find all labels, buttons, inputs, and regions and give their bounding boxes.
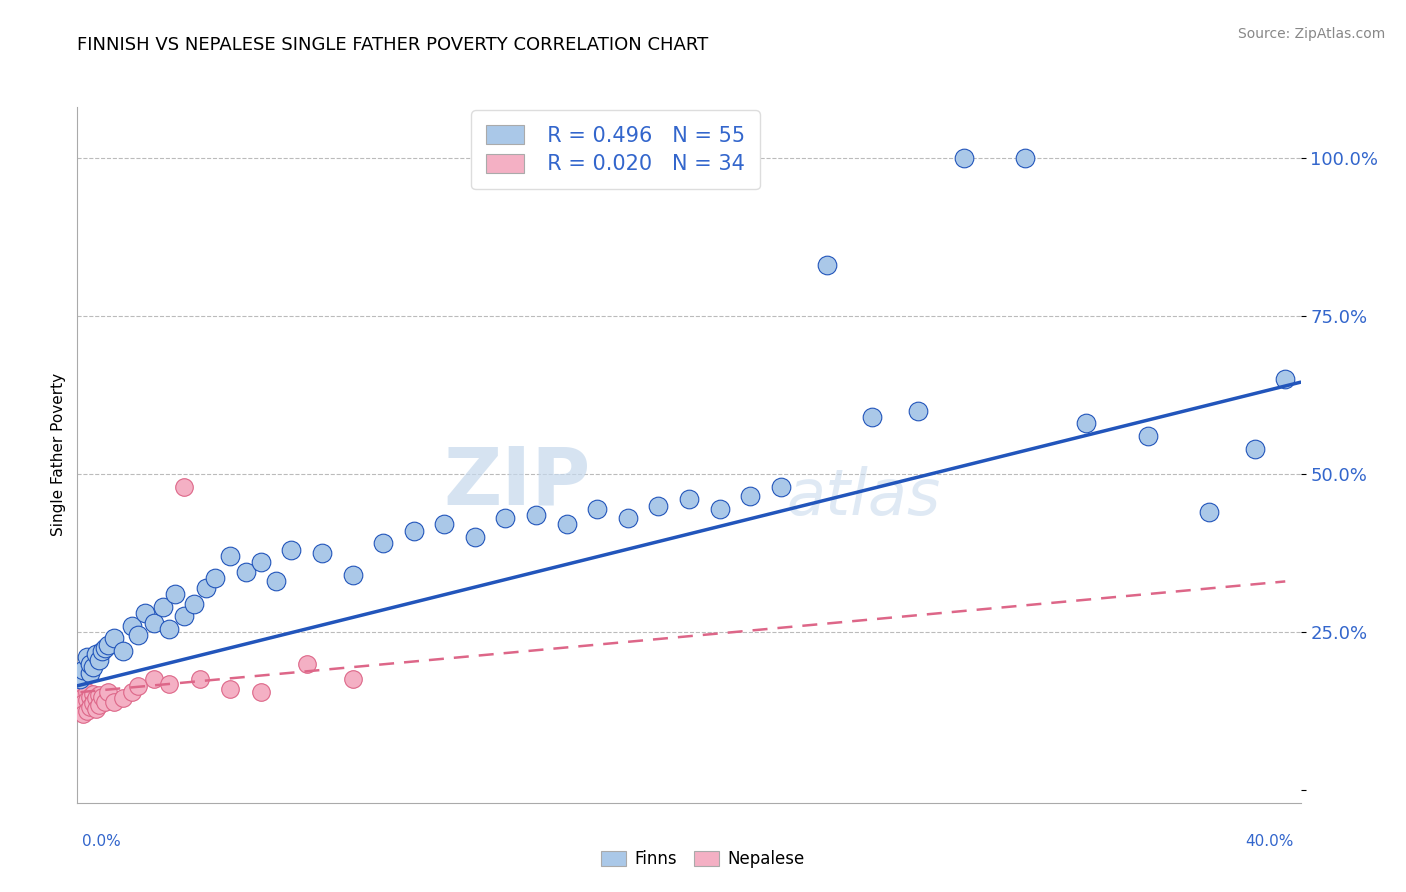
Point — [194, 581, 217, 595]
Point — [90, 690, 112, 704]
Point — [69, 691, 91, 706]
Point — [82, 660, 104, 674]
Point — [953, 151, 976, 165]
Point — [76, 704, 98, 718]
Point — [84, 691, 107, 706]
Point — [121, 618, 143, 632]
Point — [79, 666, 101, 681]
Point — [76, 685, 98, 699]
Text: atlas: atlas — [787, 466, 941, 528]
Point — [72, 707, 94, 722]
Point — [121, 685, 143, 699]
Point — [678, 492, 700, 507]
Point — [769, 479, 792, 493]
Point — [1274, 372, 1296, 386]
Point — [815, 258, 838, 272]
Point — [1136, 429, 1159, 443]
Point — [72, 690, 94, 704]
Point — [97, 638, 120, 652]
Point — [188, 673, 211, 687]
Point — [69, 673, 91, 687]
Point — [157, 677, 180, 691]
Point — [342, 673, 364, 687]
Point — [103, 695, 125, 709]
Point — [250, 556, 273, 570]
Point — [112, 691, 135, 706]
Point — [82, 687, 104, 701]
Point — [280, 542, 302, 557]
Point — [84, 647, 107, 661]
Point — [342, 568, 364, 582]
Text: 40.0%: 40.0% — [1246, 834, 1294, 849]
Point — [94, 640, 117, 655]
Point — [173, 609, 195, 624]
Point — [69, 685, 91, 699]
Point — [204, 571, 226, 585]
Point — [586, 501, 609, 516]
Point — [134, 606, 156, 620]
Point — [647, 499, 669, 513]
Point — [219, 549, 242, 563]
Point — [617, 511, 640, 525]
Point — [79, 699, 101, 714]
Point — [264, 574, 287, 589]
Point — [142, 673, 165, 687]
Point — [94, 695, 117, 709]
Point — [740, 489, 762, 503]
Point — [87, 653, 110, 667]
Point — [165, 587, 187, 601]
Point — [1076, 417, 1098, 431]
Text: FINNISH VS NEPALESE SINGLE FATHER POVERTY CORRELATION CHART: FINNISH VS NEPALESE SINGLE FATHER POVERT… — [77, 36, 709, 54]
Point — [84, 702, 107, 716]
Point — [76, 650, 98, 665]
Legend: Finns, Nepalese: Finns, Nepalese — [595, 844, 811, 875]
Point — [72, 696, 94, 710]
Point — [219, 681, 242, 696]
Y-axis label: Single Father Poverty: Single Father Poverty — [51, 374, 66, 536]
Point — [76, 693, 98, 707]
Point — [127, 679, 149, 693]
Point — [87, 698, 110, 712]
Point — [157, 622, 180, 636]
Point — [250, 685, 273, 699]
Point — [371, 536, 394, 550]
Point — [495, 511, 517, 525]
Text: 0.0%: 0.0% — [82, 834, 121, 849]
Point — [103, 632, 125, 646]
Point — [862, 409, 884, 424]
Point — [112, 644, 135, 658]
Point — [127, 628, 149, 642]
Point — [433, 517, 456, 532]
Point — [402, 524, 425, 538]
Point — [79, 657, 101, 671]
Point — [72, 663, 94, 677]
Point — [152, 599, 174, 614]
Point — [97, 685, 120, 699]
Point — [173, 479, 195, 493]
Point — [79, 690, 101, 704]
Point — [1243, 442, 1265, 456]
Point — [555, 517, 578, 532]
Point — [87, 688, 110, 702]
Text: ZIP: ZIP — [444, 443, 591, 522]
Point — [524, 508, 547, 522]
Point — [90, 644, 112, 658]
Point — [235, 565, 257, 579]
Point — [464, 530, 486, 544]
Point — [1014, 151, 1036, 165]
Point — [69, 701, 91, 715]
Point — [311, 546, 333, 560]
Legend:   R = 0.496   N = 55,   R = 0.020   N = 34: R = 0.496 N = 55, R = 0.020 N = 34 — [471, 111, 759, 189]
Point — [295, 657, 318, 671]
Point — [907, 403, 929, 417]
Point — [82, 696, 104, 710]
Point — [69, 679, 91, 693]
Point — [1198, 505, 1220, 519]
Point — [72, 681, 94, 696]
Point — [709, 501, 731, 516]
Text: Source: ZipAtlas.com: Source: ZipAtlas.com — [1237, 27, 1385, 41]
Point — [183, 597, 205, 611]
Point — [142, 615, 165, 630]
